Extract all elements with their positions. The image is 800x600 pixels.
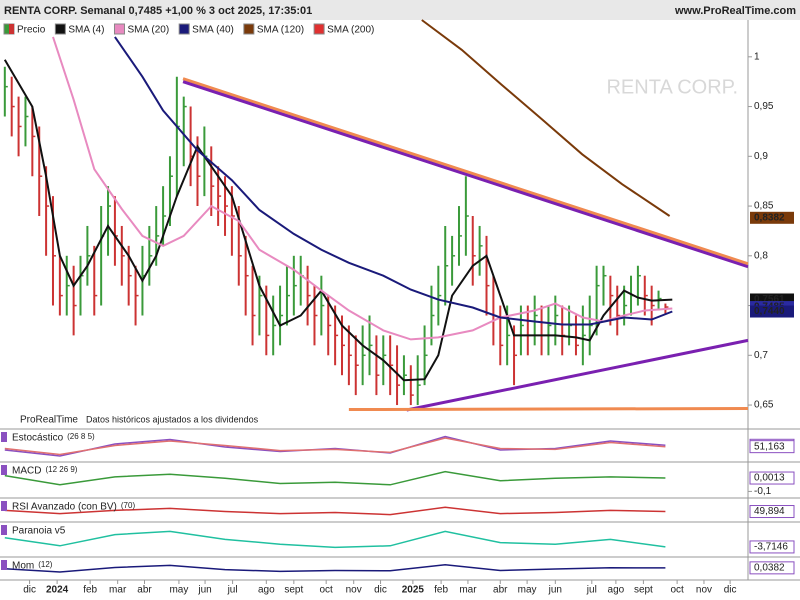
legend-box [243, 23, 255, 35]
x-tick-label: may [518, 585, 537, 596]
x-tick-label: dic [23, 585, 36, 596]
indicator-line [4, 437, 666, 456]
legend-box [313, 23, 325, 35]
x-tick-label: jun [197, 585, 211, 596]
trendline [348, 407, 749, 412]
value-label-box [749, 471, 795, 485]
panel-title-box [1, 501, 7, 511]
legend-label: Precio [17, 25, 46, 36]
panel-title-box [1, 465, 7, 475]
indicator-line [4, 530, 666, 549]
x-tick-label: mar [109, 585, 127, 596]
panel-title-box [1, 525, 7, 535]
y-tick-label: 0,95 [754, 101, 774, 112]
x-tick-label: 2024 [46, 585, 69, 596]
legend-box [178, 23, 190, 35]
footer-note: Datos históricos ajustados a los dividen… [86, 414, 259, 424]
x-tick-label: abr [137, 585, 152, 596]
value-label-box [749, 440, 795, 454]
price-label: 0,7440 [754, 306, 785, 317]
panel-title-box [1, 560, 7, 570]
watermark: RENTA CORP. [606, 76, 738, 98]
sma-line [3, 59, 673, 382]
y-tick-label: 0,7 [754, 350, 768, 361]
x-tick-label: may [169, 585, 188, 596]
x-tick-label: jul [227, 585, 238, 596]
legend-box [113, 23, 125, 35]
panel-title: RSI Avanzado (con BV) [12, 502, 117, 513]
y-tick-label: -0,1 [754, 486, 772, 497]
panel-params: (26 8 5) [67, 432, 95, 441]
y-tick-label: 1 [754, 51, 760, 62]
panel-params: (12) [38, 560, 53, 569]
chart-title: RENTA CORP. Semanal 0,7485 +1,00 % 3 oct… [4, 5, 312, 17]
x-tick-label: feb [434, 585, 448, 596]
site: www.ProRealTime.com [674, 5, 796, 17]
legend-box [54, 23, 66, 35]
x-tick-label: nov [346, 585, 362, 596]
value-label-box [749, 505, 795, 519]
x-tick-label: sept [634, 585, 653, 596]
x-tick-label: 2025 [402, 585, 425, 596]
legend-label: SMA (200) [327, 25, 374, 36]
indicator-line [4, 470, 666, 486]
value-label: 0,0013 [754, 473, 785, 484]
panel-title: Estocástico [12, 433, 64, 444]
sma-line [421, 19, 671, 217]
panel-title: Mom [12, 561, 34, 572]
indicator-line [4, 435, 666, 457]
value-label: -3,7146 [754, 542, 788, 553]
y-tick-label: 0,8 [754, 250, 768, 261]
price-label-box [750, 211, 794, 224]
value-label: 49,894 [754, 506, 785, 517]
value-label-box [749, 540, 795, 554]
trendline [182, 80, 749, 269]
value-label: 51,163 [754, 441, 785, 452]
trendline [406, 338, 749, 412]
x-tick-label: dic [374, 585, 387, 596]
panel-title-box [1, 432, 7, 442]
x-tick-label: dic [724, 585, 737, 596]
x-tick-label: oct [320, 585, 334, 596]
legend-label: SMA (20) [127, 25, 169, 36]
sma-line [52, 36, 673, 341]
x-tick-label: nov [696, 585, 712, 596]
y-tick-label: 0,65 [754, 400, 774, 411]
price-label: 0,8382 [754, 212, 785, 223]
x-tick-label: oct [670, 585, 684, 596]
panel-params: (12 26 9) [45, 465, 77, 474]
value-label-box [749, 561, 795, 575]
x-tick-label: abr [493, 585, 508, 596]
x-tick-label: jul [586, 585, 597, 596]
indicator-line [4, 564, 666, 573]
panel-title: MACD [12, 466, 41, 477]
x-tick-label: ago [258, 585, 275, 596]
legend-label: SMA (120) [257, 25, 304, 36]
panel-title: Paranoia v5 [12, 526, 66, 537]
indicator-line [4, 506, 666, 516]
y-tick-label: 0,85 [754, 201, 774, 212]
x-tick-label: jun [548, 585, 562, 596]
sma-line [114, 36, 673, 326]
y-tick-label: 0,9 [754, 151, 768, 162]
price-label: 0,7561 [754, 294, 785, 305]
value-label: 0,0382 [754, 562, 785, 573]
footer-brand: ProRealTime [20, 415, 78, 426]
trendline [182, 77, 749, 266]
legend-box [9, 24, 14, 34]
x-tick-label: ago [608, 585, 625, 596]
panel-params: (70) [121, 501, 136, 510]
x-tick-label: mar [459, 585, 477, 596]
x-tick-label: sept [284, 585, 303, 596]
legend-label: SMA (4) [68, 25, 104, 36]
legend-label: SMA (40) [192, 25, 234, 36]
header-bar [0, 0, 800, 20]
x-tick-label: feb [83, 585, 97, 596]
price-label-box [750, 305, 794, 318]
